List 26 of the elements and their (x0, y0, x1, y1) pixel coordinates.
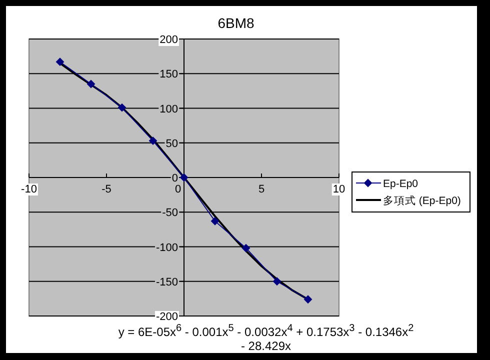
point (87, 80, 95, 88)
y-tick-label: 200 (160, 34, 178, 46)
point (242, 244, 250, 252)
legend-label: 多項式 (Ep-Ep0) (383, 194, 461, 207)
point (56, 58, 64, 66)
y-tick-label: -150 (156, 276, 178, 288)
point (118, 104, 126, 112)
y-tick-label: 100 (160, 103, 178, 116)
y-tick-label: -100 (156, 242, 178, 254)
legend-label: Ep-Ep0 (383, 178, 418, 190)
point (304, 295, 312, 304)
x-tick-label: 10 (332, 184, 346, 196)
x-tick-label: 5 (258, 184, 265, 196)
point (211, 217, 219, 226)
y-tick-label: 0 (172, 172, 178, 184)
y-tick-label: -200 (156, 311, 178, 323)
text: y = 6E-05x$^{6}$ - 0.001x$^{5}$ - 0.0032x$^{4}$ + 0.1753x$^{3}$ - 0.1346x$^{2}$ - 28.429x (118, 323, 414, 353)
point (149, 136, 157, 145)
x-tick-label: -10 (21, 184, 37, 196)
y-tick-label: 150 (160, 68, 178, 81)
x-tick-label: -5 (102, 184, 112, 196)
point (180, 174, 188, 182)
y-tick-label: -50 (162, 207, 178, 220)
y-tick-label: 50 (166, 138, 178, 150)
chart-title: 6BM8 (218, 15, 254, 31)
point (273, 277, 281, 286)
